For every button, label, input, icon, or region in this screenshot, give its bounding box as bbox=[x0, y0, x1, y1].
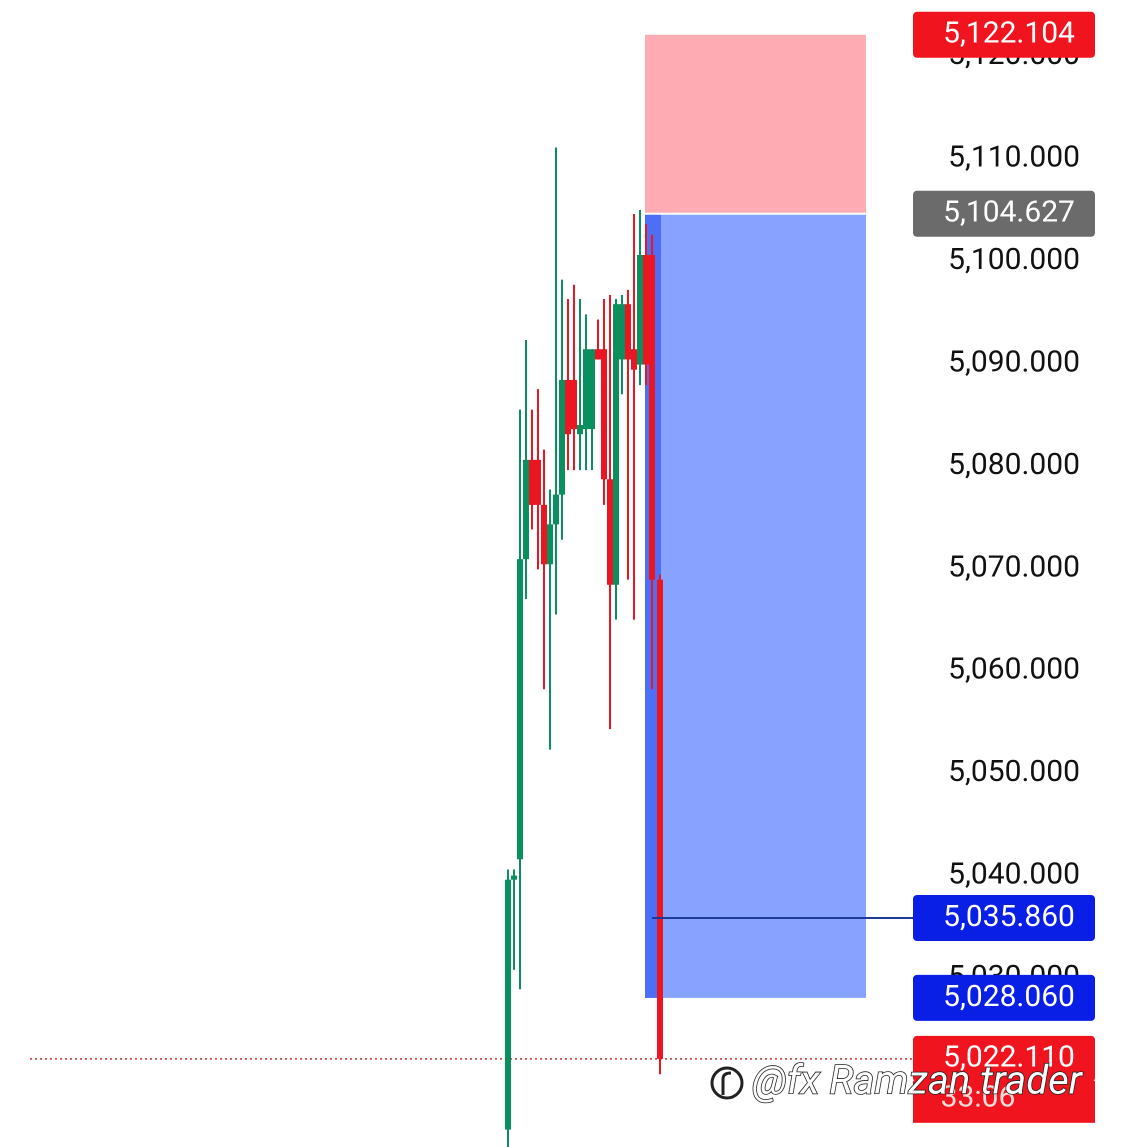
candle-body bbox=[541, 504, 547, 565]
target-zone bbox=[645, 213, 866, 998]
y-tick-label: 5,060.000 bbox=[948, 652, 1080, 687]
candle-body bbox=[613, 304, 619, 585]
price-label-box bbox=[913, 1035, 1095, 1082]
y-tick-label: 5,100.000 bbox=[948, 242, 1080, 277]
y-tick-label: 5,080.000 bbox=[948, 447, 1080, 482]
candle-body bbox=[535, 459, 541, 505]
y-tick-label: 5,110.000 bbox=[948, 140, 1080, 175]
watermark-icon bbox=[710, 1066, 744, 1100]
candle-body bbox=[601, 349, 607, 480]
candle-body bbox=[657, 579, 663, 1059]
price-label-box bbox=[913, 11, 1095, 58]
candle-body bbox=[571, 379, 577, 430]
price-label: 5,022.110 bbox=[943, 1040, 1075, 1075]
candle-body bbox=[553, 494, 559, 525]
candle-body bbox=[643, 255, 649, 365]
candle-body bbox=[517, 559, 523, 860]
countdown-box bbox=[913, 1080, 1095, 1123]
price-label: 5,104.627 bbox=[943, 195, 1075, 230]
price-label-box bbox=[913, 895, 1095, 942]
candle-body bbox=[565, 379, 571, 435]
icon-circle bbox=[710, 1066, 744, 1100]
candle-body bbox=[583, 349, 589, 430]
price-label: 5,035.860 bbox=[943, 899, 1075, 934]
price-label-box bbox=[913, 190, 1095, 237]
y-tick-label: 5,090.000 bbox=[948, 344, 1080, 379]
y-tick-label: 5,050.000 bbox=[948, 754, 1080, 789]
candle-body bbox=[589, 349, 595, 430]
candle-body bbox=[625, 304, 631, 360]
candle-body bbox=[511, 875, 517, 880]
stop-zone bbox=[645, 34, 866, 214]
candle-body bbox=[607, 479, 613, 585]
candle-body bbox=[523, 459, 529, 560]
price-label: 5,028.060 bbox=[943, 979, 1075, 1014]
icon-f bbox=[721, 1071, 732, 1095]
y-tick-label: 5,040.000 bbox=[948, 857, 1080, 892]
y-tick-label: 5,070.000 bbox=[948, 549, 1080, 584]
candle-body bbox=[637, 255, 643, 365]
price-label: 5,122.104 bbox=[943, 16, 1075, 51]
candle-body bbox=[529, 459, 535, 505]
candle-body bbox=[559, 379, 565, 495]
candle-body bbox=[505, 879, 511, 1130]
candle-body bbox=[619, 304, 625, 360]
price-label-box bbox=[913, 974, 1095, 1021]
candle-body bbox=[595, 349, 601, 360]
candle-body bbox=[631, 349, 637, 370]
candle-body bbox=[649, 255, 655, 580]
countdown: 33:06 bbox=[941, 1080, 1016, 1115]
candle-body bbox=[547, 524, 553, 565]
candle-body bbox=[577, 425, 583, 435]
watermark: @fx Ramzan trader bbox=[752, 1057, 1084, 1104]
